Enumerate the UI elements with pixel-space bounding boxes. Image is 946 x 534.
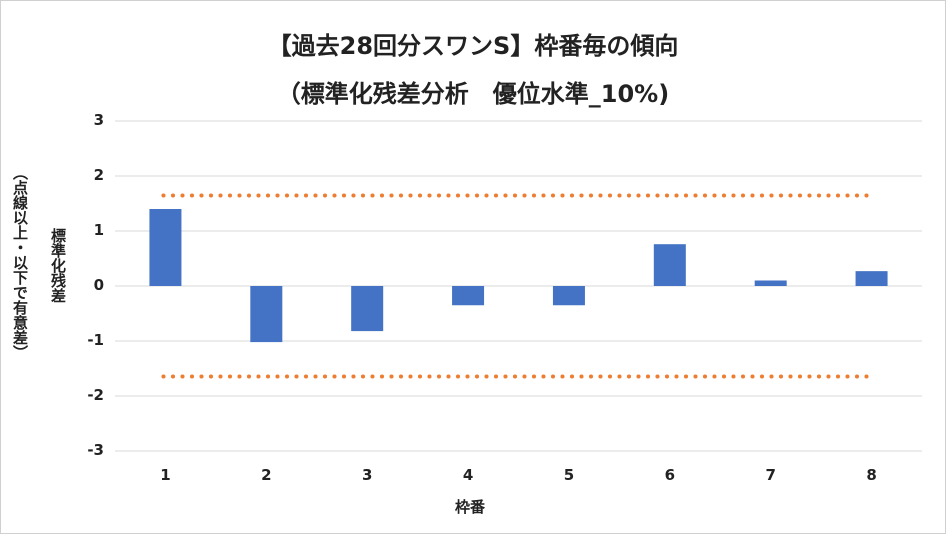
x-tick-label: 8 <box>866 466 877 484</box>
y-tick-label: 2 <box>93 166 104 184</box>
x-tick-label: 6 <box>664 466 676 484</box>
bar-5 <box>552 286 585 306</box>
chart-title: 【過去28回分スワンS】枠番毎の傾向 <box>267 32 679 60</box>
y-tick-label: 0 <box>93 276 104 294</box>
x-tick-label: 3 <box>361 466 373 484</box>
bar-2 <box>250 286 283 343</box>
bar-6 <box>653 244 686 286</box>
bar-1 <box>149 209 182 286</box>
y-tick-label: 1 <box>93 221 104 239</box>
bar-3 <box>351 286 384 332</box>
bar-7 <box>754 280 787 286</box>
x-axis-label: 枠番 <box>454 498 485 516</box>
y-tick-label: 3 <box>93 111 104 129</box>
y-axis-note: （点線以上・以下で有意差） <box>11 165 29 360</box>
x-tick-label: 2 <box>261 466 272 484</box>
bar-4 <box>452 286 485 306</box>
x-tick-label: 1 <box>160 466 171 484</box>
y-tick-label: -3 <box>87 441 104 459</box>
bar-8 <box>855 271 888 286</box>
x-tick-label: 5 <box>563 466 575 484</box>
y-tick-label: -2 <box>87 386 104 404</box>
x-tick-label: 7 <box>765 466 776 484</box>
chart-subtitle: （標準化残差分析 優位水準_10%) <box>276 80 670 108</box>
y-axis-label: 標準化残差 <box>49 228 67 303</box>
x-tick-label: 4 <box>462 466 474 484</box>
y-tick-label: -1 <box>87 331 104 349</box>
